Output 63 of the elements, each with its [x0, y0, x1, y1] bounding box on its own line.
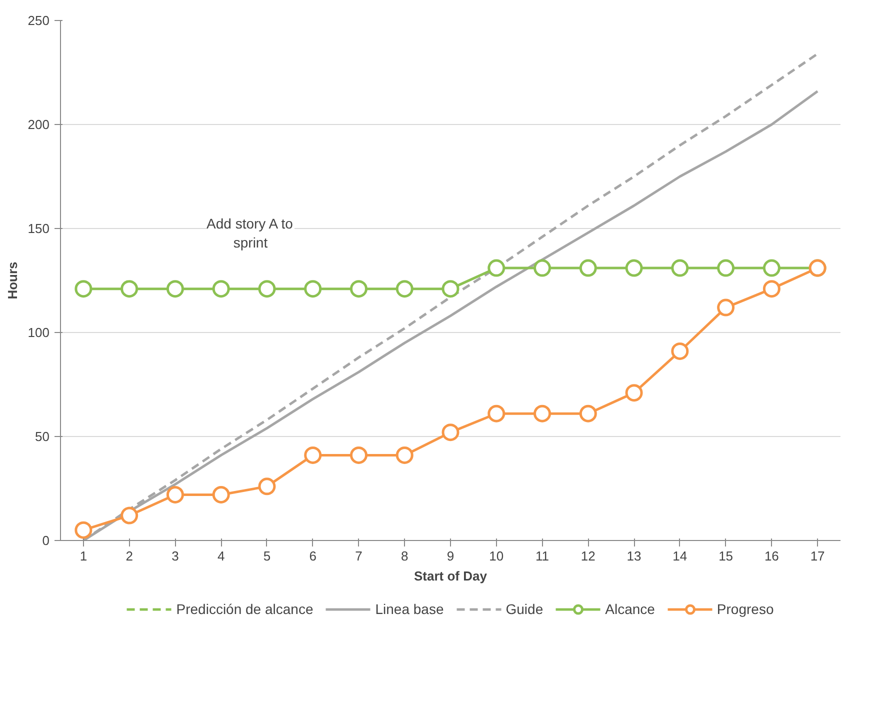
point: [442, 280, 460, 298]
x-tick-label: 8: [401, 548, 408, 564]
y-tick-label: 250: [28, 13, 50, 28]
point: [488, 404, 506, 422]
point: [74, 521, 92, 539]
point: [442, 424, 460, 442]
point: [396, 446, 414, 464]
point: [625, 259, 643, 277]
x-tick-label: 11: [536, 548, 550, 564]
y-tick-label: 100: [28, 325, 50, 340]
x-tick-label: 1: [80, 548, 88, 564]
x-tick-label: 15: [718, 548, 734, 564]
y-axis-title: Hours: [4, 262, 20, 300]
point: [534, 404, 552, 422]
legend-label: Alcance: [605, 600, 655, 616]
point: [488, 259, 506, 277]
point: [579, 404, 597, 422]
annotation: Add story A to sprint: [206, 215, 294, 250]
y-tick-label: 150: [28, 221, 50, 236]
x-tick-label: 5: [263, 548, 271, 564]
y-tick-label: 0: [42, 533, 50, 548]
point: [350, 280, 368, 298]
point: [625, 384, 643, 402]
point: [534, 259, 552, 277]
x-tick-label: 17: [810, 548, 825, 564]
point: [212, 486, 230, 504]
point: [304, 280, 322, 298]
point: [212, 280, 230, 298]
point: [579, 259, 597, 277]
point: [396, 280, 414, 298]
y-tick-label: 50: [35, 429, 50, 444]
point: [74, 280, 92, 298]
x-tick-label: 16: [764, 548, 779, 564]
x-tick-label: 7: [355, 548, 362, 564]
x-tick-label: 9: [446, 548, 454, 564]
x-tick-label: 6: [309, 548, 316, 564]
point: [762, 280, 780, 298]
point: [166, 280, 184, 298]
x-tick-label: 14: [672, 548, 688, 564]
x-tick-label: 12: [580, 548, 596, 564]
legend-label: Progreso: [716, 600, 774, 616]
point: [350, 446, 368, 464]
point: [717, 259, 735, 277]
x-axis-title: Start of Day: [414, 568, 488, 584]
point: [304, 446, 322, 464]
point: [762, 259, 780, 277]
point: [258, 280, 276, 298]
x-tick-label: 3: [172, 548, 179, 564]
point: [258, 478, 276, 496]
point: [166, 486, 184, 504]
legend-label: Guide: [506, 600, 544, 616]
point: [671, 259, 689, 277]
point: [120, 506, 138, 524]
point: [120, 280, 138, 298]
x-tick-label: 13: [626, 548, 642, 564]
x-tick-label: 10: [489, 548, 504, 564]
legend-label: Predicción de alcance: [176, 600, 314, 616]
point: [671, 342, 689, 360]
y-tick-label: 200: [28, 117, 50, 132]
legend-label: Linea base: [375, 600, 444, 616]
point: [717, 298, 735, 316]
x-tick-label: 4: [217, 548, 225, 564]
x-tick-label: 2: [126, 548, 133, 564]
